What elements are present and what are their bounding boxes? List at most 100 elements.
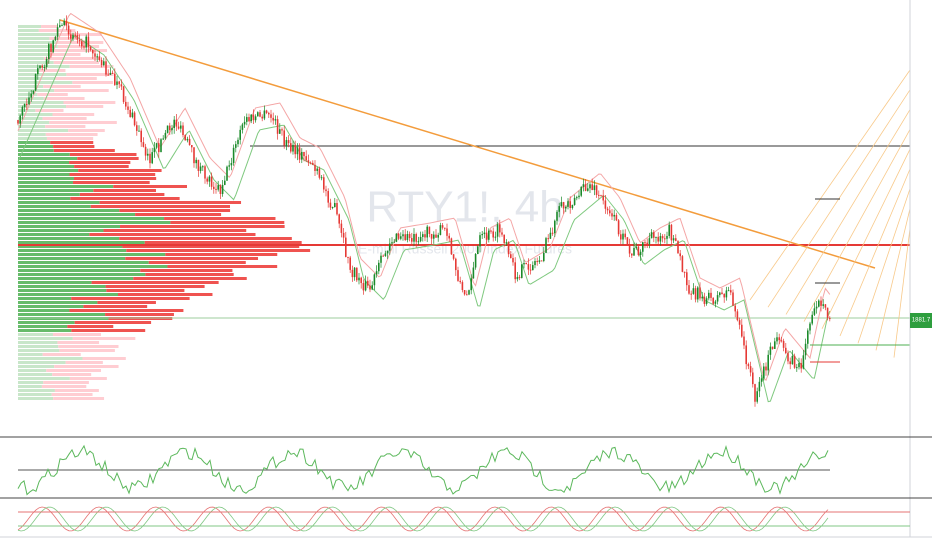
candle [371, 285, 373, 290]
candle [268, 112, 270, 115]
candle [804, 343, 807, 356]
candle [226, 166, 228, 181]
profile-bar [18, 281, 92, 284]
profile-bar [49, 37, 78, 40]
last-price-tag [910, 313, 932, 328]
candle [259, 112, 261, 117]
candle [826, 307, 829, 319]
candle [162, 138, 164, 140]
profile-bar [41, 25, 59, 28]
candle [131, 112, 134, 118]
profile-bar [18, 353, 43, 356]
candle [701, 296, 703, 299]
candle [582, 184, 585, 187]
candle [199, 166, 202, 171]
profile-bar [145, 273, 234, 276]
candle [400, 236, 402, 239]
candle [483, 232, 486, 235]
candle [512, 257, 514, 263]
profile-bar [18, 333, 53, 336]
candle [307, 160, 310, 163]
candle [320, 177, 323, 179]
candle [191, 145, 193, 148]
candle [393, 241, 395, 243]
profile-bar [18, 305, 84, 308]
channel-line [839, 168, 911, 337]
profile-bar [18, 153, 70, 156]
candle [61, 25, 63, 27]
candle [144, 146, 147, 156]
candle [593, 185, 596, 191]
candle [745, 345, 747, 365]
candle [127, 106, 129, 110]
profile-bar [69, 65, 114, 68]
profile-bar [170, 221, 285, 224]
candle [677, 240, 679, 254]
candle [743, 336, 745, 346]
profile-bar [53, 397, 105, 400]
candle [318, 168, 321, 178]
stoch-k [17, 506, 829, 532]
profile-bar [18, 133, 46, 136]
profile-bar [78, 169, 162, 172]
candle [699, 287, 701, 299]
candle [252, 114, 255, 121]
profile-bar [164, 217, 276, 220]
profile-bar [18, 137, 47, 140]
candle [758, 381, 761, 392]
candle [811, 314, 813, 324]
candle [620, 234, 622, 240]
candle [338, 214, 340, 224]
profile-bar [18, 273, 146, 276]
profile-bar [18, 201, 100, 204]
profile-bar [119, 209, 231, 212]
candle [133, 112, 136, 126]
candle [789, 361, 791, 365]
profile-bar [69, 309, 184, 312]
candle [301, 151, 303, 160]
candle [147, 153, 149, 156]
profile-bar [71, 297, 190, 300]
candle [120, 84, 123, 87]
candle [345, 237, 347, 257]
candle [628, 244, 631, 254]
profile-bar [120, 225, 285, 228]
candle [54, 36, 57, 41]
candle [587, 188, 589, 191]
envelope [17, 12, 831, 382]
candle [437, 234, 439, 238]
candle [499, 224, 501, 233]
candle [246, 117, 248, 122]
candle [771, 346, 774, 349]
candle [547, 238, 549, 240]
candle [173, 119, 175, 128]
candles [17, 15, 831, 407]
channel-line [803, 129, 911, 322]
candle [279, 129, 281, 134]
candle [386, 250, 389, 254]
candle [336, 202, 338, 215]
oscillator [17, 444, 829, 496]
profile-bar [66, 73, 114, 76]
candle [250, 114, 252, 122]
profile-bar [18, 69, 40, 72]
candle [450, 238, 453, 255]
candle [646, 242, 648, 244]
candle [151, 152, 153, 164]
channel-line [785, 109, 911, 315]
profile-bar [18, 37, 50, 40]
candle [670, 224, 673, 241]
candle [578, 195, 580, 198]
profile-bar [18, 73, 67, 76]
candle [472, 267, 475, 279]
profile-bar [18, 65, 70, 68]
candle [59, 25, 61, 28]
candle [369, 285, 371, 290]
candle [752, 372, 754, 385]
profile-bar [65, 361, 103, 364]
candle [153, 147, 156, 153]
candle [98, 56, 101, 60]
candle [356, 267, 358, 281]
profile-bar [97, 301, 156, 304]
candle [576, 197, 578, 199]
